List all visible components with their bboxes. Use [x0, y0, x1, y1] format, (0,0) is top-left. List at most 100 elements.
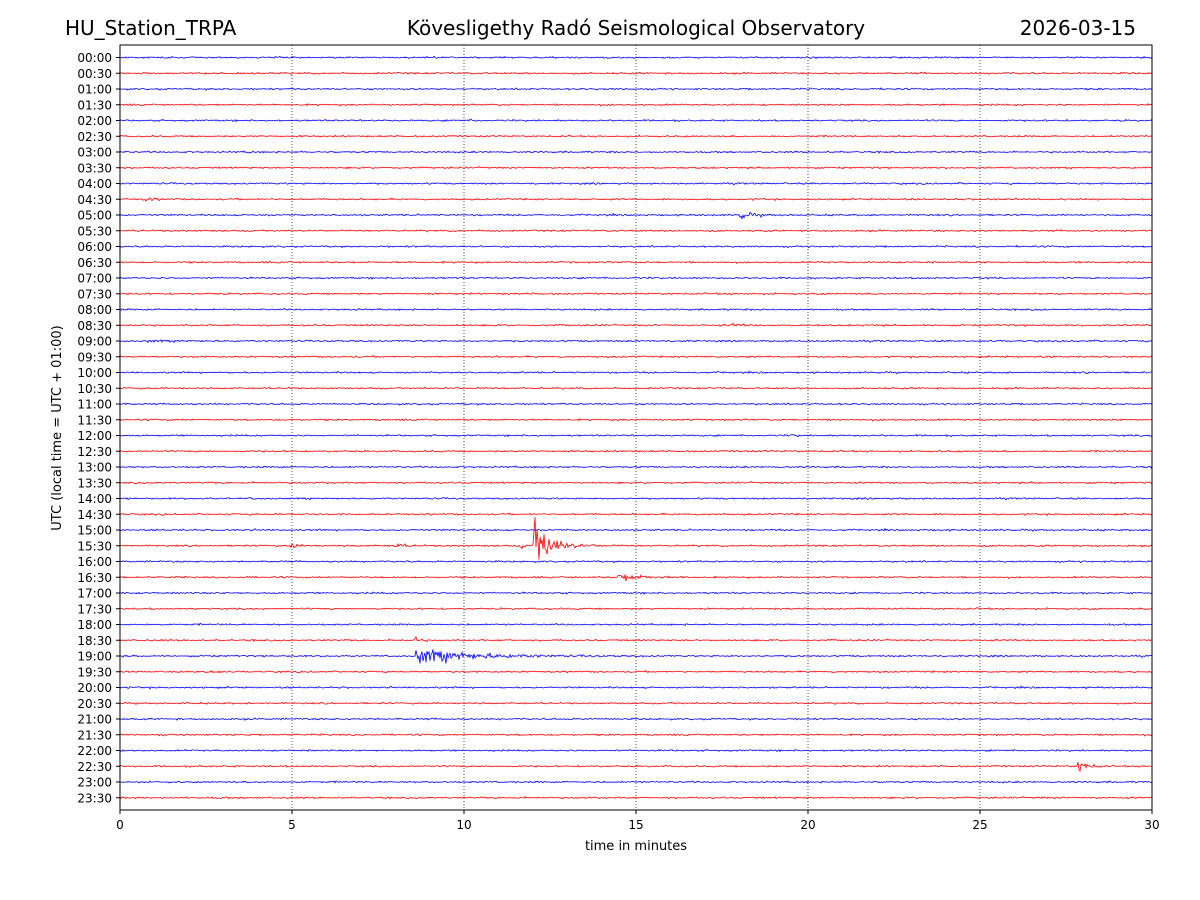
ytick-label: 19:00 [77, 650, 112, 664]
ytick-label: 14:00 [77, 492, 112, 506]
trace-0630 [120, 260, 1153, 265]
trace-0400 [119, 181, 1153, 186]
ytick-label: 06:00 [77, 240, 112, 254]
ytick-label: 18:30 [77, 634, 112, 648]
ytick-label: 00:00 [77, 51, 112, 65]
ytick-label: 09:00 [77, 335, 112, 349]
ytick-label: 11:00 [77, 398, 112, 412]
trace-0430 [120, 197, 1153, 202]
xtick-label: 15 [628, 818, 643, 832]
ytick-label: 06:30 [77, 256, 112, 270]
ytick-label: 20:00 [77, 681, 112, 695]
ytick-label: 04:30 [77, 193, 112, 207]
trace-1130 [119, 418, 1153, 422]
trace-2330 [119, 795, 1153, 800]
ytick-label: 21:00 [77, 713, 112, 727]
ytick-label: 17:30 [77, 602, 112, 616]
trace-1400 [119, 496, 1153, 501]
ytick-label: 18:00 [77, 618, 112, 632]
ytick-label: 01:30 [77, 98, 112, 112]
ytick-label: 09:30 [77, 350, 112, 364]
trace-1030 [119, 386, 1152, 391]
trace-0030 [119, 71, 1153, 76]
trace-2130 [119, 732, 1153, 737]
ytick-label: 23:30 [77, 791, 112, 805]
ytick-label: 05:30 [77, 224, 112, 238]
trace-1830 [119, 635, 1152, 643]
seismic-traces [119, 55, 1153, 800]
trace-1430 [119, 512, 1153, 517]
ytick-label: 16:00 [77, 555, 112, 569]
trace-0730 [119, 291, 1153, 296]
ytick-label: 21:30 [77, 728, 112, 742]
ytick-label: 04:00 [77, 177, 112, 191]
x-axis-label: time in minutes [585, 839, 687, 854]
ytick-label: 15:30 [77, 539, 112, 553]
trace-0930 [119, 354, 1153, 359]
trace-1200 [119, 433, 1153, 438]
trace-2000 [119, 685, 1153, 690]
chart-title: Kövesligethy Radó Seismological Observat… [406, 16, 866, 40]
ytick-label: 12:30 [77, 445, 112, 459]
ytick-label: 15:00 [77, 524, 112, 538]
trace-1930 [119, 669, 1153, 674]
trace-1900 [119, 649, 1153, 664]
ytick-label: 01:00 [77, 83, 112, 97]
trace-0700 [119, 276, 1153, 280]
ytick-label: 00:30 [77, 67, 112, 81]
ytick-label: 22:00 [77, 744, 112, 758]
trace-0330 [119, 165, 1153, 170]
trace-0300 [119, 150, 1153, 154]
trace-0530 [119, 229, 1153, 233]
trace-1230 [119, 449, 1153, 453]
ytick-label: 17:00 [77, 587, 112, 601]
ytick-label: 08:30 [77, 319, 112, 333]
ytick-label: 05:00 [77, 209, 112, 223]
trace-1100 [119, 402, 1153, 406]
xtick-label: 0 [116, 818, 124, 832]
ytick-label: 03:30 [77, 161, 112, 175]
xtick-label: 20 [800, 818, 815, 832]
ytick-label: 13:30 [77, 476, 112, 490]
ytick-label: 11:30 [77, 413, 112, 427]
xtick-label: 25 [972, 818, 987, 832]
station-name: HU_Station_TRPA [65, 16, 237, 40]
ytick-label: 02:30 [77, 130, 112, 144]
ytick-label: 13:00 [77, 461, 112, 475]
trace-2200 [119, 748, 1153, 753]
ytick-label: 16:30 [77, 571, 112, 585]
ytick-label: 07:30 [77, 287, 112, 301]
trace-0830 [119, 322, 1152, 328]
x-axis: 0 5 10 15 20 25 30 [116, 810, 1160, 832]
trace-1000 [119, 370, 1153, 375]
ytick-label: 19:30 [77, 665, 112, 679]
trace-1300 [119, 465, 1153, 469]
trace-1330 [119, 480, 1153, 485]
trace-1600 [119, 559, 1153, 564]
ytick-label: 07:00 [77, 272, 112, 286]
trace-0500 [119, 211, 1153, 220]
ytick-label: 02:00 [77, 114, 112, 128]
ytick-label: 22:30 [77, 760, 112, 774]
trace-0000 [120, 55, 1153, 60]
ytick-label: 12:00 [77, 429, 112, 443]
gridlines [291, 45, 981, 810]
trace-2030 [120, 701, 1153, 706]
trace-0600 [119, 244, 1153, 249]
trace-2100 [119, 717, 1153, 721]
ytick-label: 03:00 [77, 146, 112, 160]
y-axis-label: UTC (local time = UTC + 01:00) [50, 325, 65, 530]
trace-1530 [119, 516, 1153, 560]
ytick-label: 23:00 [77, 776, 112, 790]
ytick-label: 20:30 [77, 697, 112, 711]
ytick-label: 14:30 [77, 508, 112, 522]
trace-0900 [119, 339, 1153, 344]
trace-0130 [120, 103, 1153, 107]
trace-2300 [119, 780, 1153, 784]
ytick-label: 08:00 [77, 303, 112, 317]
ytick-label: 10:00 [77, 366, 112, 380]
xtick-label: 5 [288, 818, 296, 832]
trace-0200 [119, 118, 1153, 123]
